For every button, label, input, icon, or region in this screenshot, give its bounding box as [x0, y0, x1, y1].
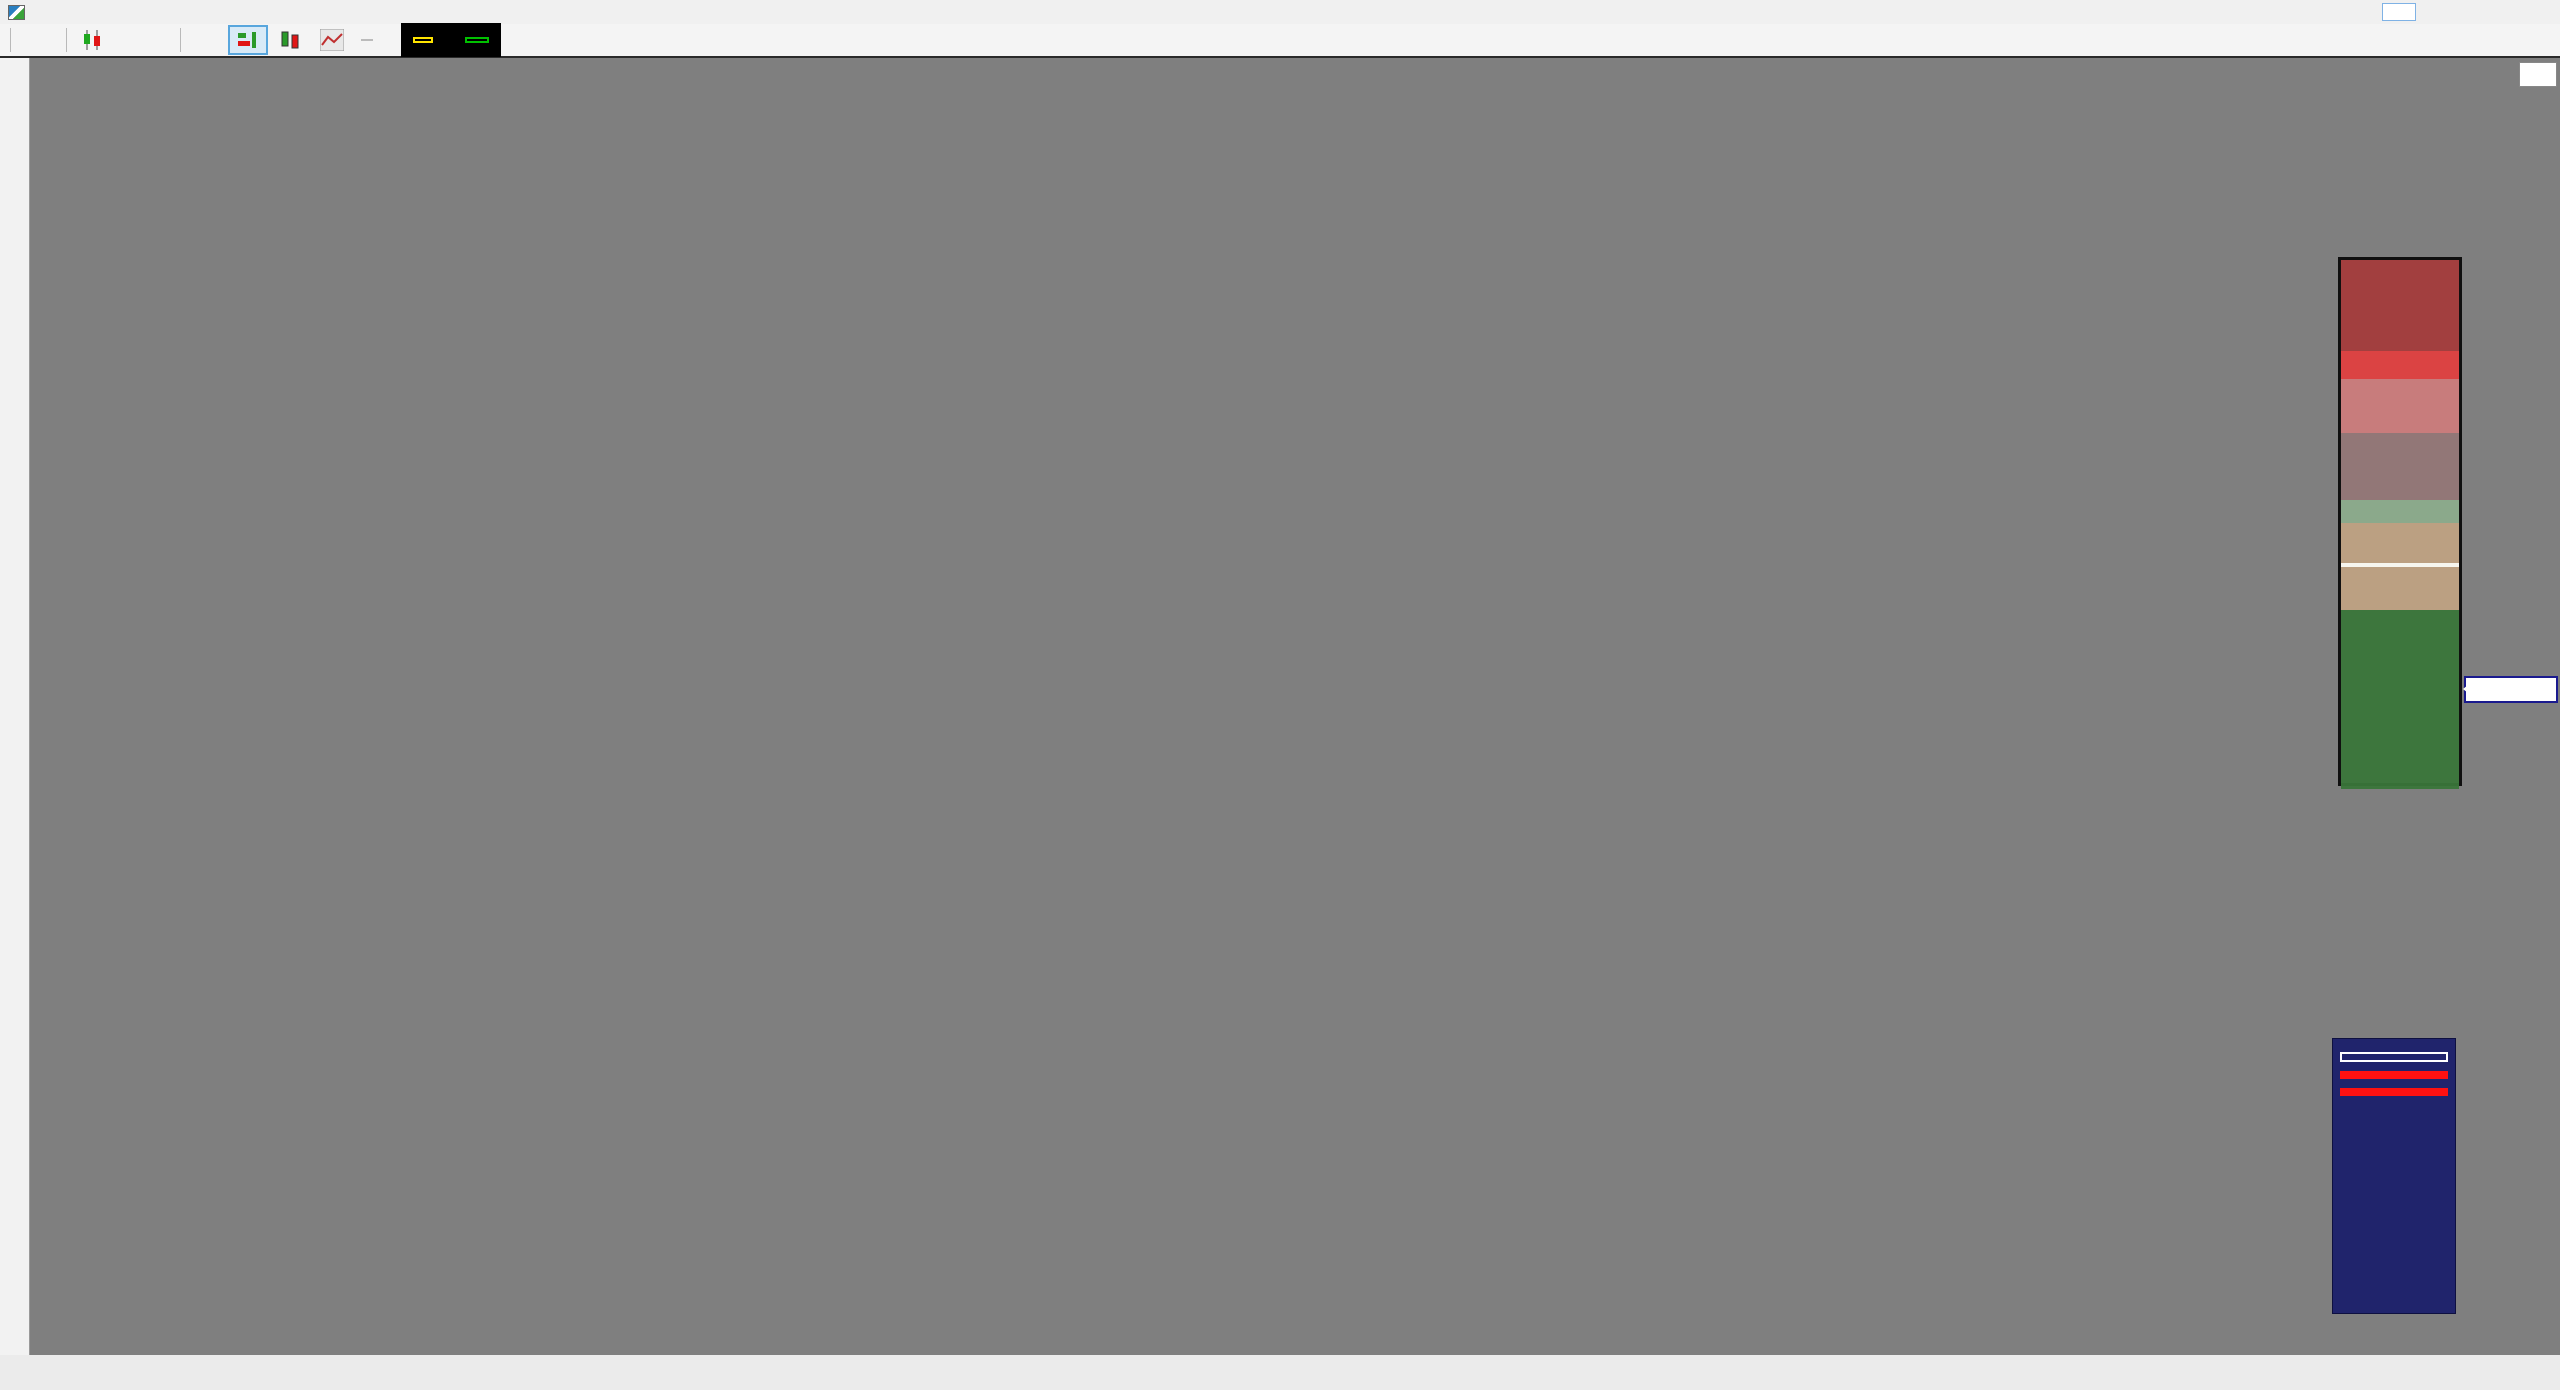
window-titlebar [0, 0, 2560, 24]
interval-selector[interactable] [41, 38, 58, 42]
zone-deep-value [2341, 610, 2459, 789]
price-axis-dropdown[interactable] [2519, 62, 2557, 87]
histogram-value [2340, 1088, 2448, 1096]
dollar-icon [361, 39, 373, 41]
line-chart-button[interactable] [314, 27, 350, 53]
separator [10, 28, 11, 52]
data-box-button[interactable] [211, 38, 223, 42]
zone-green-band [2341, 500, 2459, 523]
draw-button[interactable] [121, 38, 138, 42]
window-controls [2382, 3, 2560, 21]
indicator-badge-strip [401, 23, 501, 57]
panel-grid-button[interactable] [384, 38, 396, 42]
drawing-tools-sidebar [0, 58, 30, 1355]
zone-retail-upper [2341, 379, 2459, 433]
zoom-out-button[interactable] [160, 38, 172, 42]
zone-value-mid-line [2341, 563, 2459, 567]
zone-retail-lower [2341, 433, 2459, 500]
chart-style-button[interactable] [75, 26, 116, 54]
sdvolumezones-badge[interactable] [413, 37, 433, 43]
dollar-button[interactable] [355, 37, 379, 43]
line-chart-icon [320, 29, 344, 51]
candles-icon [84, 30, 100, 50]
candle-bars-icon [281, 31, 299, 49]
horizontal-scrollbar[interactable] [0, 1355, 2560, 1390]
vmdivergences-badge[interactable] [465, 37, 489, 43]
volume-zones-panel [2338, 257, 2462, 789]
zone-deep-retail [2341, 260, 2459, 351]
app-icon [8, 4, 25, 20]
bar-type-2-button[interactable] [273, 27, 309, 53]
zone-75-band [2341, 351, 2459, 379]
separator [66, 28, 67, 52]
cursor-button[interactable] [189, 38, 206, 42]
instrument-selector[interactable] [19, 38, 36, 42]
structure-bias-value [2340, 1052, 2448, 1062]
oscillator-status-panel [2332, 1038, 2456, 1314]
separator [180, 28, 181, 52]
bar-type-selected-button[interactable] [228, 25, 268, 55]
layout-button[interactable] [2382, 3, 2416, 21]
current-price-marker [2463, 676, 2558, 703]
macd-bb-value [2340, 1071, 2448, 1079]
zoom-in-button[interactable] [143, 38, 155, 42]
colored-bars-icon [238, 32, 256, 48]
chart-toolbar [0, 23, 2560, 58]
